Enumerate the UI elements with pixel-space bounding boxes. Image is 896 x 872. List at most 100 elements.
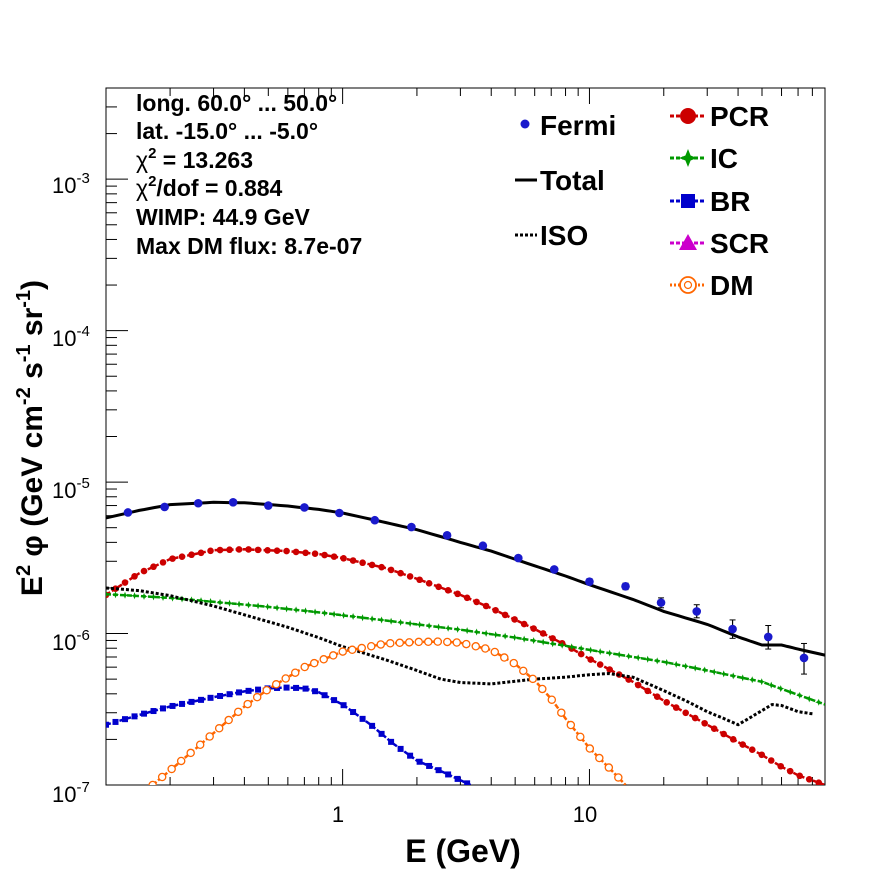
ic-marker: [106, 590, 110, 598]
ic-marker: [701, 666, 709, 674]
pcr-marker: [501, 611, 509, 619]
br-marker: [255, 686, 262, 693]
dm-marker: [224, 715, 233, 725]
dm-marker: [262, 685, 271, 695]
dm-marker: [585, 744, 595, 753]
ic-marker: [397, 618, 405, 626]
pcr-marker: [663, 699, 670, 706]
br-marker: [426, 762, 433, 769]
ic-marker: [140, 592, 148, 600]
ic-marker: [406, 620, 414, 628]
dm-marker: [309, 658, 319, 668]
legend-fermi-label: Fermi: [540, 110, 616, 141]
pcr-marker: [653, 693, 661, 701]
info-latitude: lat. -15.0° ... -5.0°: [136, 118, 318, 144]
dm-marker: [347, 645, 357, 655]
pcr-marker: [330, 553, 338, 560]
dm-marker: [414, 637, 424, 647]
legend-dm-label: DM: [710, 270, 754, 301]
dm-marker: [233, 707, 243, 717]
br-marker: [378, 730, 385, 737]
ic-marker: [435, 623, 443, 631]
br-marker: [293, 684, 300, 691]
ic-marker: [805, 695, 813, 703]
br-marker: [217, 692, 224, 699]
dm-marker: [157, 772, 167, 782]
ic-marker: [283, 605, 291, 613]
dm-marker: [186, 748, 195, 758]
ic-marker: [739, 674, 747, 682]
pcr-marker: [207, 547, 214, 555]
dm-marker: [385, 639, 395, 648]
pcr-marker: [729, 736, 737, 743]
fermi-point: [549, 565, 559, 574]
pcr-marker: [254, 546, 262, 554]
dm-marker: [281, 674, 290, 683]
br-marker: [207, 694, 214, 701]
pcr-marker: [425, 579, 433, 587]
pcr-marker: [292, 548, 300, 556]
ic-marker: [644, 655, 652, 663]
dm-marker: [271, 680, 281, 689]
dm-marker: [214, 724, 224, 733]
ic-marker: [758, 678, 766, 686]
xtick-label-10: 10: [573, 802, 597, 827]
ic-marker: [359, 614, 367, 622]
br-marker: [359, 715, 366, 722]
fermi-point: [799, 653, 809, 663]
ic-marker: [729, 672, 737, 680]
br-marker: [245, 687, 252, 694]
ytick-label-1e-6: 10-6: [52, 627, 90, 655]
dm-marker: [376, 640, 385, 649]
legend-br-label: BR: [710, 186, 750, 217]
br-marker: [312, 688, 319, 695]
br-marker: [331, 697, 338, 704]
br-marker: [226, 691, 233, 698]
pcr-marker: [397, 569, 404, 577]
pcr-marker: [188, 551, 195, 559]
br-marker: [150, 708, 157, 715]
pcr-marker: [387, 566, 395, 574]
ic-marker: [425, 622, 433, 630]
legend-pcr-label: PCR: [710, 101, 769, 132]
info-chi2: χ2 = 13.263: [136, 145, 253, 173]
info-max-dm-flux: Max DM flux: 8.7e-07: [136, 233, 362, 259]
pcr-marker: [359, 559, 366, 567]
dm-marker: [604, 763, 614, 772]
pcr-marker: [378, 563, 385, 571]
fermi-point: [370, 515, 380, 525]
pcr-marker: [549, 635, 556, 642]
pcr-marker: [178, 553, 186, 560]
ic-marker: [330, 610, 338, 618]
series-iso: [106, 586, 813, 727]
ic-marker: [568, 643, 576, 651]
pcr-marker: [520, 620, 528, 628]
pcr-marker: [625, 676, 632, 683]
pcr-marker: [815, 779, 823, 785]
br-marker: [198, 696, 205, 703]
ic-marker: [549, 640, 557, 648]
dm-marker: [148, 780, 157, 785]
ic-marker: [245, 601, 253, 609]
br-marker: [397, 745, 404, 752]
pcr-marker: [511, 616, 518, 623]
dm-marker: [338, 647, 347, 656]
dm-marker: [595, 753, 604, 763]
fermi-point: [621, 582, 630, 591]
dm-marker: [243, 699, 252, 709]
dm-marker: [462, 639, 471, 649]
ic-marker: [112, 591, 120, 599]
pcr-marker: [644, 687, 651, 695]
pcr-marker: [767, 757, 775, 764]
pcr-marker: [701, 720, 709, 727]
pcr-marker: [492, 607, 499, 614]
legend-scr-marker: [679, 234, 697, 250]
br-marker: [131, 713, 138, 720]
br-marker: [188, 698, 195, 705]
legend-dm-marker-inner: [683, 280, 693, 290]
br-marker: [435, 767, 442, 774]
ytick-label-1e-4: 10-4: [52, 323, 90, 351]
ic-marker: [387, 617, 395, 625]
dm-marker: [319, 655, 328, 664]
dm-marker: [443, 637, 452, 647]
